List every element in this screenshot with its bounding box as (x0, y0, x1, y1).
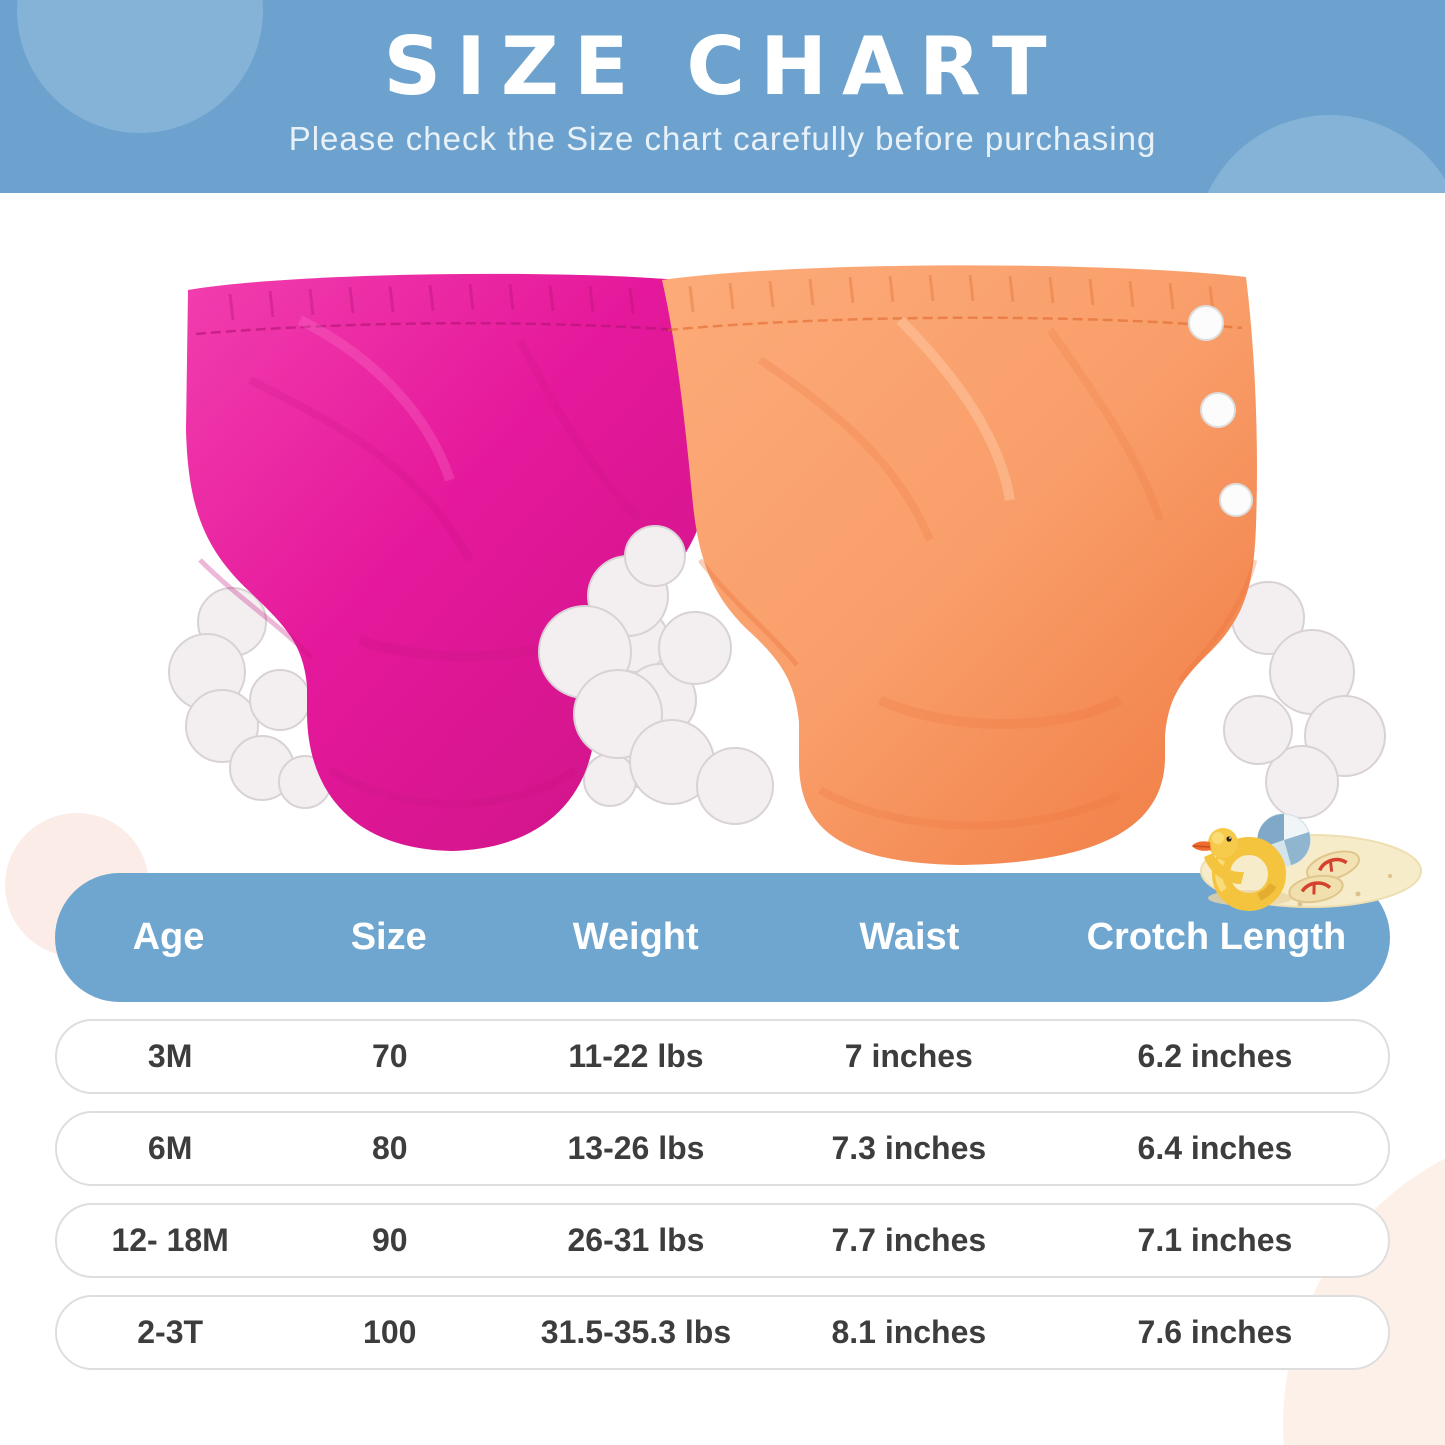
cell-waist: 7.3 inches (831, 1130, 987, 1166)
header-cell-weight: Weight (572, 916, 699, 958)
orange-wrinkles (698, 327, 1258, 830)
cell-size: 70 (371, 1038, 408, 1074)
size-table: Age Size Weight Waist Crotch Length 3M 7… (55, 873, 1390, 1370)
cell-crotch-length: 7.6 inches (1137, 1314, 1293, 1350)
cell-age: 6M (147, 1130, 193, 1166)
cell-waist: 8.1 inches (831, 1314, 987, 1350)
header-cell-crotch-length: Crotch Length (1086, 916, 1347, 958)
cell-crotch-length: 7.1 inches (1137, 1222, 1293, 1258)
snap-buttons (1188, 305, 1253, 517)
table-row: 2-3T 100 31.5-35.3 lbs 8.1 inches 7.6 in… (55, 1295, 1390, 1370)
snap-button (1188, 305, 1224, 341)
cell-waist: 7.7 inches (831, 1222, 987, 1258)
rubber-duck-float-icon (1192, 828, 1292, 911)
cell-age: 12- 18M (111, 1222, 229, 1258)
beach-decoration (1192, 813, 1422, 911)
page-title: SIZE CHART (383, 20, 1062, 113)
cell-weight: 11-22 lbs (568, 1038, 704, 1074)
cell-weight: 13-26 lbs (567, 1130, 705, 1166)
cell-size: 90 (371, 1222, 408, 1258)
table-row: 12- 18M 90 26-31 lbs 7.7 inches 7.1 inch… (55, 1203, 1390, 1278)
snap-button (1219, 483, 1253, 517)
cell-waist: 7 inches (844, 1038, 973, 1074)
cell-age: 3M (147, 1038, 193, 1074)
swim-diapers-illustration (168, 265, 1386, 866)
banner: SIZE CHART Please check the Size chart c… (0, 0, 1445, 193)
cell-crotch-length: 6.4 inches (1137, 1130, 1293, 1166)
cell-size: 80 (371, 1130, 408, 1166)
page-subtitle: Please check the Size chart carefully be… (288, 120, 1157, 157)
header-cell-waist: Waist (859, 916, 960, 958)
header-cell-size: Size (350, 916, 427, 958)
pink-wrinkles (198, 338, 643, 808)
orange-lining (538, 525, 1386, 825)
flip-flops-icon (1288, 850, 1360, 904)
cell-crotch-length: 6.2 inches (1137, 1038, 1293, 1074)
orange-diaper (538, 265, 1386, 866)
snap-button (1200, 392, 1236, 428)
table-header-row: Age Size Weight Waist Crotch Length (55, 873, 1390, 1002)
product-photo (0, 193, 1445, 873)
table-row: 6M 80 13-26 lbs 7.3 inches 6.4 inches (55, 1111, 1390, 1186)
header-cell-age: Age (132, 916, 205, 958)
cell-weight: 26-31 lbs (567, 1222, 705, 1258)
table-row: 3M 70 11-22 lbs 7 inches 6.2 inches (55, 1019, 1390, 1094)
cell-size: 100 (363, 1314, 417, 1350)
cell-weight: 31.5-35.3 lbs (540, 1314, 732, 1350)
cell-age: 2-3T (137, 1314, 204, 1350)
